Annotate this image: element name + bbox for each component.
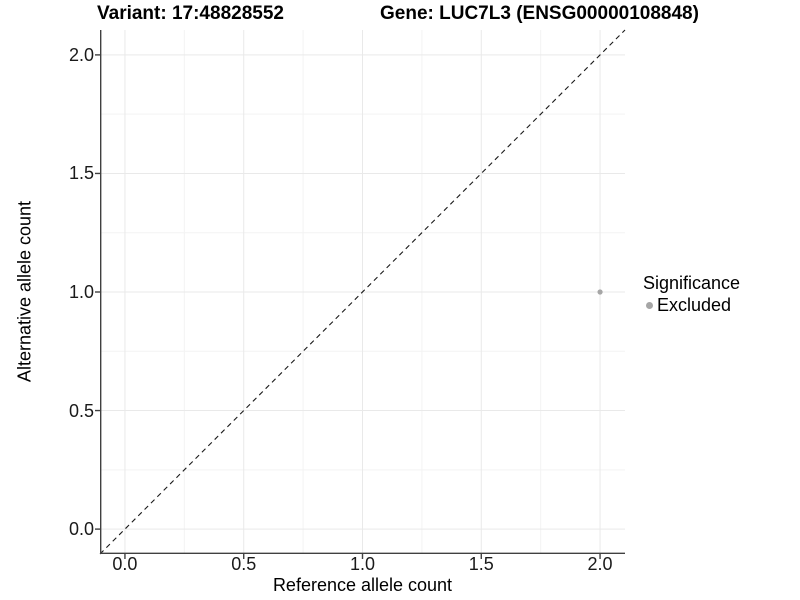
y-tick-label: 0.5 xyxy=(68,400,94,421)
legend-point-icon xyxy=(646,302,653,309)
x-tick-label: 0.0 xyxy=(112,554,138,574)
y-tick-label: 0.0 xyxy=(68,519,94,540)
y-tick-label: 1.0 xyxy=(68,282,94,302)
y-tick-label: 2.0 xyxy=(68,44,94,65)
y-tick-label: 1.5 xyxy=(68,163,94,184)
x-tick-label: 1.0 xyxy=(349,554,376,574)
legend-title: Significance xyxy=(643,273,741,293)
identity-dashed-line xyxy=(99,29,626,555)
x-tick-label: 0.5 xyxy=(231,554,257,574)
legend-item-label: Excluded xyxy=(657,295,732,315)
gene-title: Gene: LUC7L3 (ENSG00000108848) xyxy=(380,3,699,24)
x-tick-label: 2.0 xyxy=(587,554,613,574)
legend-item-excluded: Excluded xyxy=(641,295,740,316)
x-axis-title: Reference allele count xyxy=(272,575,453,595)
plot-panel xyxy=(95,29,626,559)
legend: Significance Excluded xyxy=(641,273,740,316)
x-tick-label: 1.5 xyxy=(468,554,494,574)
data-point xyxy=(597,289,603,295)
scatter-plot xyxy=(95,29,626,559)
variant-title: Variant: 17:48828552 xyxy=(97,3,284,24)
